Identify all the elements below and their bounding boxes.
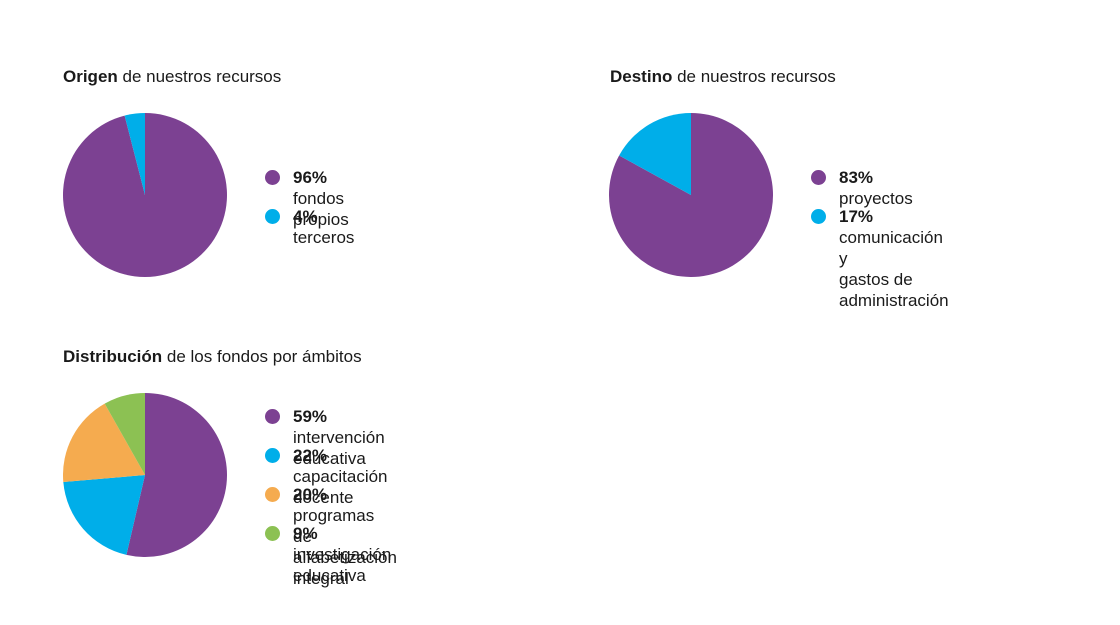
legend-label: capacitación docente [293, 467, 388, 507]
legend-label: investigación educativa [293, 545, 392, 585]
legend-percent: 9% [293, 524, 318, 543]
legend-percent: 59% [293, 407, 328, 426]
legend-item: 17% comunicación y gastos de administraci… [811, 206, 949, 310]
chart-title-bold: Destino [610, 67, 673, 86]
pie-slice-fondos-propios [63, 113, 227, 277]
legend-swatch [265, 209, 280, 224]
legend-item: 83% proyectos [811, 167, 949, 208]
legend-percent: 4% [293, 207, 318, 226]
legend-percent: 22% [293, 446, 328, 465]
chart-title: Origen de nuestros recursos [63, 67, 281, 87]
chart-title-bold: Origen [63, 67, 118, 86]
legend-swatch [265, 526, 280, 541]
legend-percent: 17% [839, 207, 874, 226]
legend-swatch [811, 170, 826, 185]
legend-percent: 83% [839, 168, 874, 187]
legend-item: 20% programas de alfabetización integral [265, 484, 397, 588]
legend-label: intervención educativa [293, 428, 385, 468]
legend-swatch [265, 409, 280, 424]
legend-item: 4% terceros [265, 206, 355, 247]
legend-label: terceros [293, 228, 355, 247]
chart-title: Destino de nuestros recursos [610, 67, 836, 87]
legend-origen: 96% fondos propios 4% terceros [265, 167, 355, 247]
legend-label: proyectos [839, 189, 913, 208]
chart-title-rest: de los fondos por ámbitos [162, 347, 362, 366]
pie-slice-capacitación-docente [63, 475, 145, 555]
legend-item: 9% investigación educativa [265, 523, 397, 585]
legend-percent: 96% [293, 168, 328, 187]
legend-label: comunicación y gastos de administración [839, 228, 949, 310]
pie-distribucion [63, 393, 227, 557]
chart-title-rest: de nuestros recursos [117, 67, 282, 86]
chart-title-rest: de nuestros recursos [672, 67, 836, 86]
pie-slice-terceros [124, 113, 145, 195]
legend-percent: 20% [293, 485, 328, 504]
pie-origen [63, 113, 227, 277]
pie-slice-programas-de-alfabetización-integral [63, 403, 145, 483]
legend-swatch [265, 170, 280, 185]
legend-destino: 83% proyectos 17% comunicación y gastos de… [811, 167, 949, 310]
legend-item: 59% intervención educativa [265, 406, 397, 468]
pie-slice-investigación-educativa [104, 393, 145, 475]
legend-item: 96% fondos propios [265, 167, 354, 229]
legend-item: 22% capacitación docente [265, 445, 397, 507]
chart-title-bold: Distribución [63, 347, 163, 366]
pie-destino [609, 113, 773, 277]
legend-swatch [265, 487, 280, 502]
legend-label: programas de alfabetización integral [293, 506, 397, 588]
chart-title: Distribución de los fondos por ámbitos [63, 347, 362, 367]
legend-distribucion: 59% intervención educativa 22% capacitaci… [265, 406, 397, 588]
legend-swatch [265, 448, 280, 463]
legend-label: fondos propios [293, 189, 349, 229]
pie-slice-comunicación-y-gastos-de-administración [619, 113, 691, 195]
legend-swatch [811, 209, 826, 224]
pie-slice-intervención-educativa [126, 393, 227, 557]
